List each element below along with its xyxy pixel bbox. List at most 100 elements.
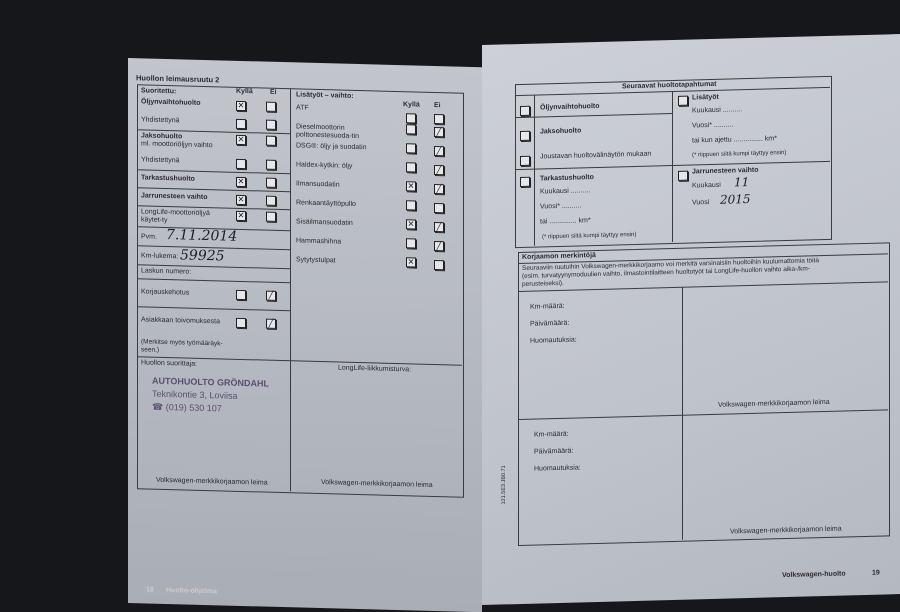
service-yes-checkbox[interactable]: ✕ bbox=[236, 100, 246, 112]
extra-label: Renkaantäyttöpullo bbox=[296, 199, 356, 208]
footer-brand: Volkswagen-huolto bbox=[782, 570, 846, 580]
service-no-checkbox[interactable] bbox=[266, 159, 276, 170]
service-label: Yhdistettynä bbox=[141, 156, 180, 165]
extra-no-checkbox[interactable]: ╱ bbox=[434, 165, 444, 176]
service-yes-checkbox[interactable] bbox=[236, 118, 246, 130]
service-no-checkbox[interactable] bbox=[266, 119, 276, 130]
repair-request-yes-checkbox[interactable] bbox=[236, 289, 246, 301]
footer-text-left: Huolto-ohjelma bbox=[166, 586, 217, 596]
brake-month-label: Kuukausi bbox=[692, 181, 721, 190]
extra-no-checkbox[interactable]: ╱ bbox=[434, 184, 444, 195]
interval-service-label: Jaksohuolto bbox=[540, 127, 582, 136]
extras-no-header: Ei bbox=[434, 102, 441, 110]
customer-request-no-checkbox[interactable]: ╱ bbox=[266, 318, 276, 329]
extras-driven-label: tai kun ajettu bbox=[692, 136, 732, 145]
extra-yes-checkbox[interactable] bbox=[406, 113, 416, 124]
service-yes-checkbox[interactable] bbox=[236, 158, 246, 170]
extra-yes-checkbox[interactable]: ✕ bbox=[406, 219, 416, 230]
extra-no-checkbox[interactable] bbox=[434, 114, 444, 125]
extra-no-checkbox[interactable]: ╱ bbox=[434, 127, 444, 138]
km-value: 59925 bbox=[180, 247, 225, 265]
km-label-1: Km-määrä: bbox=[530, 302, 565, 311]
service-label: Öljynvaihtohuolto bbox=[141, 98, 201, 107]
extras-checkbox[interactable] bbox=[678, 95, 688, 106]
invoice-label: Laskun numero: bbox=[141, 267, 192, 276]
extra-label: Dieselmoottorin polttonestesuoda-tin bbox=[296, 123, 360, 141]
service-label: Yhdistettynä bbox=[141, 116, 180, 125]
extra-yes-checkbox[interactable]: ✕ bbox=[406, 257, 416, 268]
workshop-stamp-address: Teknikontie 3, Loviisa bbox=[152, 388, 238, 401]
date-label: Pvm. bbox=[141, 233, 157, 241]
performed-header: Suoritettu: bbox=[141, 87, 177, 96]
service-no-checkbox[interactable] bbox=[266, 211, 276, 222]
yes-header: Kyllä bbox=[236, 87, 253, 96]
extras-km-label: km* bbox=[764, 135, 777, 143]
flexible-interval-checkbox[interactable] bbox=[520, 155, 530, 167]
extras-yes-header: Kyllä bbox=[403, 101, 420, 109]
interval-service-checkbox[interactable] bbox=[520, 130, 530, 142]
right-page: Seuraavat huoltotapahtumat Öljynvaihtohu… bbox=[482, 34, 900, 606]
brake-year-value: 2015 bbox=[720, 191, 751, 207]
extra-no-checkbox[interactable] bbox=[434, 260, 444, 271]
service-label: LongLife-moottoriöljyä käytet-ty bbox=[141, 208, 210, 225]
service-label: Tarkastushuolto bbox=[141, 174, 195, 183]
inspection-checkbox[interactable] bbox=[520, 176, 530, 188]
inspection-km-label: km* bbox=[578, 217, 591, 225]
page-number-left: 18 bbox=[146, 586, 154, 594]
page-number-right: 19 bbox=[872, 569, 880, 577]
extra-label: ATF bbox=[296, 104, 309, 112]
extra-label: Ilmansuodatin bbox=[296, 180, 340, 189]
extra-label: Sytytystulpat bbox=[296, 256, 336, 265]
stamp-box-title: Huollon leimausruutu 2 bbox=[136, 73, 220, 85]
brake-fluid-checkbox[interactable] bbox=[678, 170, 688, 181]
notes-label-2: Huomautuksia: bbox=[534, 464, 581, 473]
repair-request-no-checkbox[interactable]: ╱ bbox=[266, 290, 276, 301]
extra-label: Hammashihna bbox=[296, 237, 342, 246]
extra-yes-checkbox[interactable] bbox=[406, 162, 416, 173]
brake-month-value: 11 bbox=[734, 175, 750, 190]
inspection-month-label: Kuukausi bbox=[540, 187, 569, 196]
customer-request-yes-checkbox[interactable] bbox=[236, 317, 246, 329]
phone-icon: ☎ bbox=[152, 401, 166, 412]
workshop-notes-box bbox=[518, 242, 890, 547]
extra-no-checkbox[interactable]: ╱ bbox=[434, 241, 444, 252]
oil-service-label: Öljynvaihtohuolto bbox=[540, 102, 600, 112]
extra-yes-checkbox[interactable] bbox=[406, 238, 416, 249]
repair-request-label: Korjauskehotus bbox=[141, 288, 190, 297]
date-label-2: Päivämäärä: bbox=[534, 447, 574, 456]
service-yes-checkbox[interactable]: ✕ bbox=[236, 176, 246, 188]
service-no-checkbox[interactable] bbox=[266, 177, 276, 188]
km-label-2: Km-määrä: bbox=[534, 430, 569, 439]
oil-service-checkbox[interactable] bbox=[520, 105, 530, 117]
service-yes-checkbox[interactable]: ✕ bbox=[236, 134, 246, 146]
service-no-checkbox[interactable] bbox=[266, 135, 276, 146]
date-label-1: Päivämäärä: bbox=[530, 319, 570, 328]
extras-label: Lisätyöt bbox=[692, 93, 719, 102]
extra-no-checkbox[interactable]: ╱ bbox=[434, 222, 444, 233]
side-code: 121.5E3.JB0.71 bbox=[501, 465, 507, 505]
workshop-stamp-phone: (019) 530 107 bbox=[165, 401, 222, 414]
extra-no-checkbox[interactable]: ╱ bbox=[434, 146, 444, 157]
inspection-year-label: Vuosi* bbox=[540, 202, 560, 211]
extras-month-label: Kuukausi bbox=[692, 106, 721, 115]
brake-year-label: Vuosi bbox=[692, 199, 710, 207]
extra-label: Sisäilmansuodatin bbox=[296, 218, 353, 227]
km-label: Km-lukema: bbox=[141, 252, 179, 261]
extra-yes-checkbox[interactable] bbox=[406, 124, 416, 135]
service-yes-checkbox[interactable]: ✕ bbox=[236, 194, 246, 206]
inspection-or-label: tai bbox=[540, 218, 548, 226]
extras-year-label: Vuosi* bbox=[692, 121, 712, 130]
inspection-label: Tarkastushuolto bbox=[540, 174, 594, 183]
extra-label: Haldex-kytkin: öljy bbox=[296, 161, 353, 170]
service-no-checkbox[interactable] bbox=[266, 195, 276, 206]
extra-no-checkbox[interactable] bbox=[434, 203, 444, 214]
extra-yes-checkbox[interactable] bbox=[406, 200, 416, 211]
performer-label: Huollon suorittaja: bbox=[141, 359, 198, 368]
service-label: Jarrunesteen vaihto bbox=[141, 192, 208, 202]
service-no-checkbox[interactable] bbox=[266, 101, 276, 112]
extra-yes-checkbox[interactable]: ✕ bbox=[406, 181, 416, 192]
date-value: 7.11.2014 bbox=[166, 226, 238, 245]
extra-yes-checkbox[interactable] bbox=[406, 143, 416, 154]
service-yes-checkbox[interactable]: ✕ bbox=[236, 210, 246, 222]
extras-header: Lisätyöt – vaihto: bbox=[296, 91, 354, 100]
